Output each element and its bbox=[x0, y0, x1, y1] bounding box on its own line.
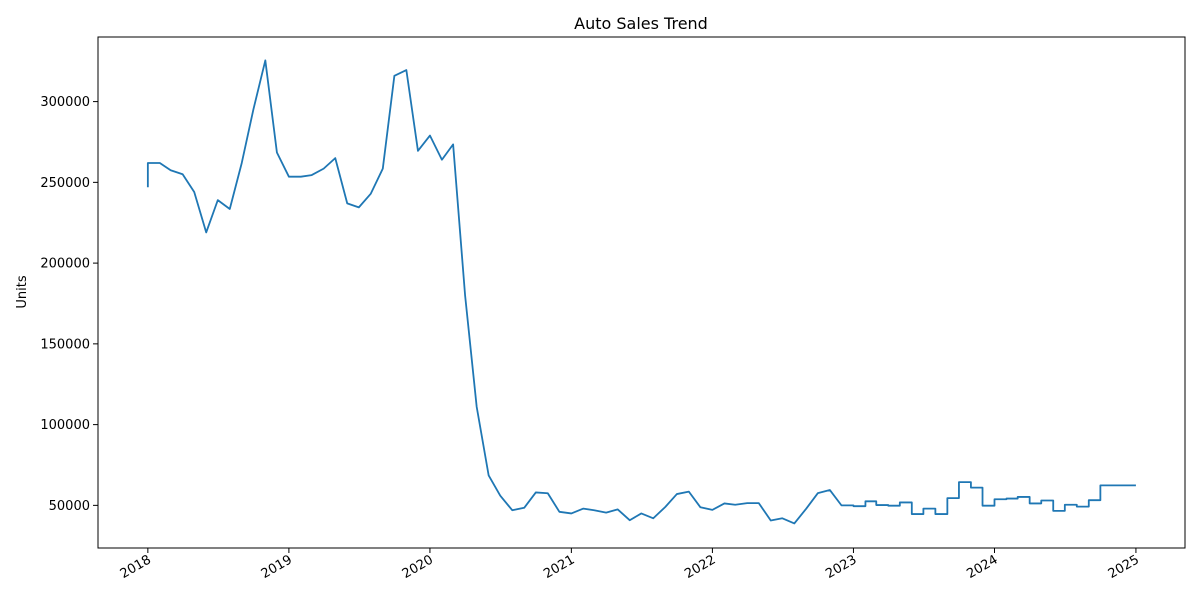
y-axis-ticks: 50000 100000 150000 200000 250000 300000 bbox=[40, 95, 98, 514]
plot-frame bbox=[97, 36, 1186, 549]
y-tick-label: 150000 bbox=[40, 337, 90, 352]
y-tick-label: 200000 bbox=[40, 257, 90, 272]
series-line bbox=[146, 59, 1136, 525]
chart-title: Auto Sales Trend bbox=[574, 14, 708, 33]
y-tick-label: 100000 bbox=[40, 418, 90, 433]
y-tick-label: 50000 bbox=[49, 499, 90, 514]
y-tick-label: 300000 bbox=[40, 95, 90, 110]
y-axis-label: Units bbox=[15, 275, 30, 308]
y-tick-label: 250000 bbox=[40, 176, 90, 191]
